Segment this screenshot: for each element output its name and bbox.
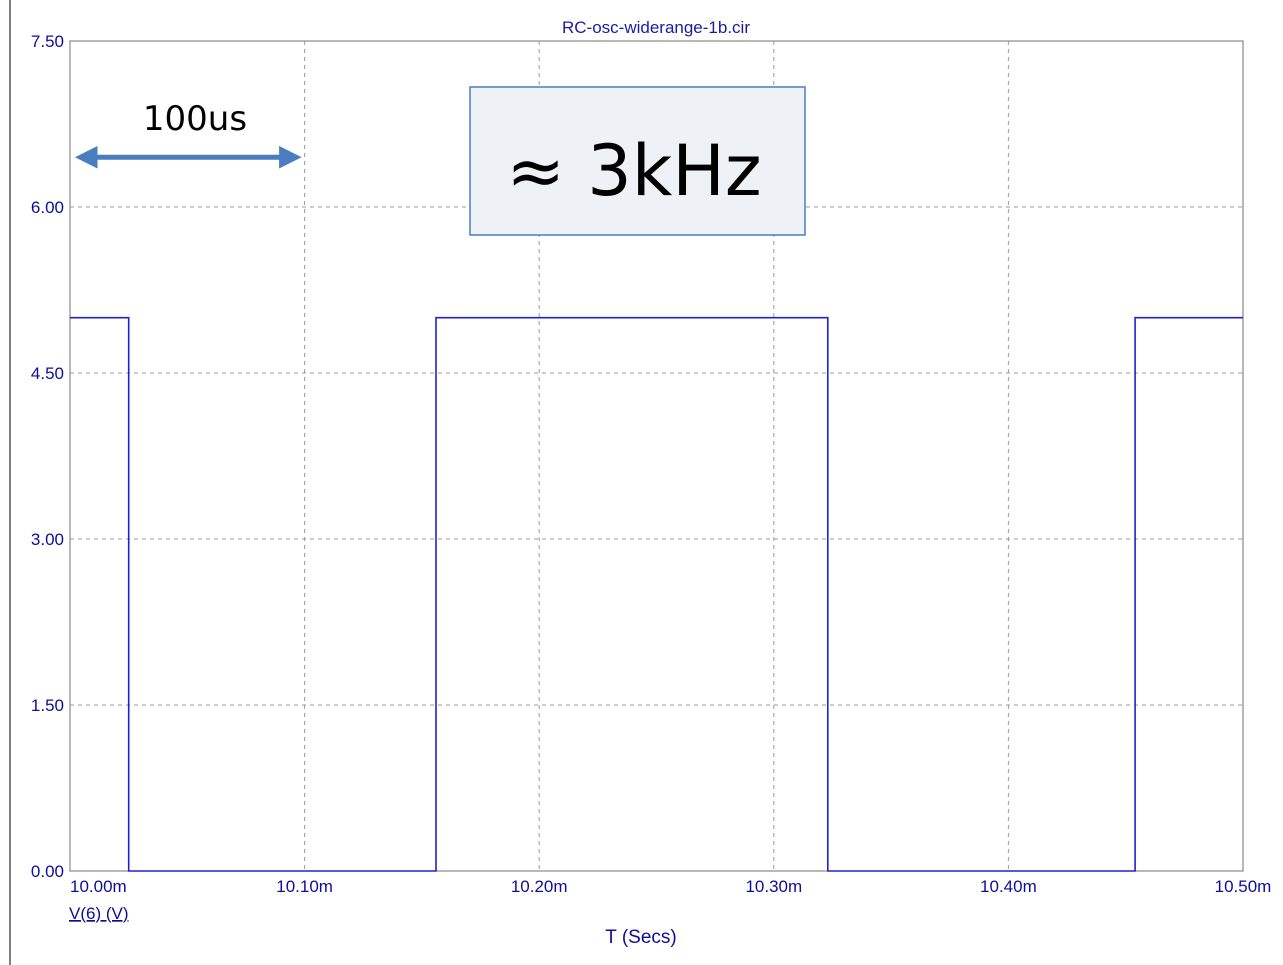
y-tick-label: 0.00 bbox=[31, 862, 64, 881]
x-tick-label: 10.20m bbox=[511, 877, 568, 896]
y-tick-label: 6.00 bbox=[31, 198, 64, 217]
frequency-label: ≈ 3kHz bbox=[506, 130, 761, 212]
y-tick-label: 4.50 bbox=[31, 364, 64, 383]
x-tick-label: 10.10m bbox=[276, 877, 333, 896]
plot-area bbox=[69, 40, 1244, 872]
y-tick-labels: 0.00 1.50 3.00 4.50 6.00 7.50 bbox=[31, 32, 64, 881]
series-line bbox=[70, 316, 1243, 872]
x-tick-label: 10.00m bbox=[70, 877, 127, 896]
series-layer bbox=[70, 316, 1243, 872]
x-axis-label: T (Secs) bbox=[605, 927, 676, 948]
chart-title: RC-osc-widerange-1b.cir bbox=[562, 18, 750, 37]
x-tick-labels: 10.00m 10.10m 10.20m 10.30m 10.40m 10.50m bbox=[70, 877, 1271, 896]
legend-series-label[interactable]: V(6) (V) bbox=[69, 904, 129, 923]
x-tick-label: 10.30m bbox=[745, 877, 802, 896]
span-label: 100us bbox=[143, 99, 247, 139]
y-tick-label: 7.50 bbox=[31, 32, 64, 51]
x-tick-label: 10.50m bbox=[1215, 877, 1272, 896]
frequency-box bbox=[469, 86, 806, 236]
x-tick-label: 10.40m bbox=[980, 877, 1037, 896]
y-tick-label: 1.50 bbox=[31, 696, 64, 715]
y-tick-label: 3.00 bbox=[31, 530, 64, 549]
